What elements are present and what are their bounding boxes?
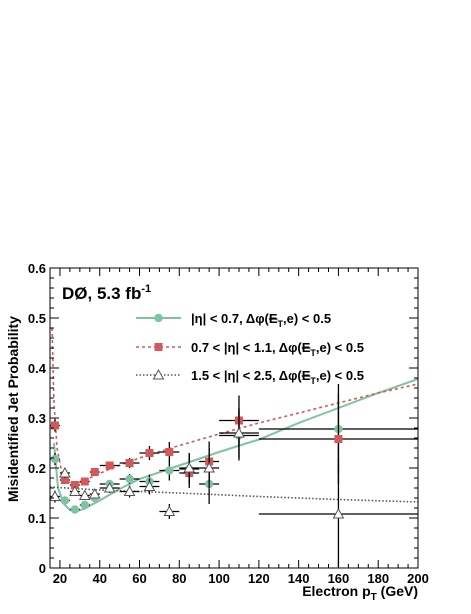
- marker-series-3: [203, 461, 215, 473]
- marker-series-1: [125, 474, 134, 484]
- marker-series-2: [80, 477, 89, 486]
- data-point-series-2: [159, 442, 180, 462]
- legend-entry-3: 1.5 < |η| < 2.5, Δφ(ET,e) < 0.5: [136, 368, 364, 386]
- marker-series-3: [233, 426, 245, 438]
- data-point-series-3: [69, 485, 81, 496]
- data-point-series-1: [69, 505, 80, 514]
- y-tick-label: 0.5: [28, 311, 46, 326]
- data-point-series-2: [50, 419, 60, 432]
- legend-marker: [154, 313, 163, 323]
- x-tick-label: 160: [328, 571, 350, 586]
- data-point-series-3: [219, 408, 259, 458]
- marker-series-2: [50, 421, 59, 430]
- data-point-series-2: [79, 477, 90, 486]
- legend-marker: [154, 343, 163, 351]
- x-tick-label: 120: [248, 571, 270, 586]
- x-axis-title: Electron pT (GeV): [302, 583, 418, 603]
- data-point-series-2: [119, 458, 140, 468]
- marker-series-2: [165, 448, 174, 456]
- marker-series-3: [183, 461, 196, 473]
- marker-series-3: [78, 489, 91, 500]
- y-axis-title: Misidentified Jet Probability: [5, 316, 21, 502]
- data-point-series-3: [78, 489, 91, 500]
- marker-series-2: [90, 468, 99, 476]
- legend-label: 1.5 < |η| < 2.5, Δφ(ET,e) < 0.5: [191, 368, 364, 386]
- marker-series-2: [145, 449, 154, 457]
- data-point-series-2: [89, 468, 100, 476]
- axes: 20 40 60 80 100 120 140 160 180 200 0 0.1 0.2 0.3 0.4 0…: [28, 261, 429, 586]
- marker-series-2: [334, 435, 343, 443]
- marker-series-1: [80, 500, 90, 510]
- marker-series-3: [143, 480, 156, 491]
- data-point-series-3: [119, 485, 140, 498]
- x-tick-label: 140: [288, 571, 310, 586]
- data-point-series-3: [59, 466, 71, 478]
- data-point-series-3: [99, 481, 120, 493]
- x-tick-label: 200: [407, 571, 429, 586]
- data-point-series-1: [159, 460, 180, 481]
- y-tick-label: 0.6: [28, 261, 46, 276]
- data-point-series-3: [88, 487, 101, 499]
- experiment-label: DØ, 5.3 fb-1: [62, 283, 151, 303]
- marker-series-2: [70, 481, 79, 489]
- y-tick-label: 0: [39, 561, 46, 576]
- legend-entry-1: |η| < 0.7, Δφ(ET,e) < 0.5: [136, 311, 331, 329]
- data-point-series-1: [59, 496, 70, 505]
- data-point-series-2: [99, 461, 120, 470]
- marker-series-1: [165, 466, 174, 475]
- data-point-series-3: [179, 453, 200, 483]
- marker-series-3: [332, 507, 345, 519]
- legend: |η| < 0.7, Δφ(ET,e) < 0.5 0.7 < |η| < 1.1…: [136, 311, 364, 386]
- data-point-series-1: [119, 474, 140, 484]
- data-point-series-1: [79, 500, 90, 510]
- x-tick-label: 80: [172, 571, 186, 586]
- marker-series-1: [50, 454, 60, 464]
- data-points: [50, 384, 418, 568]
- data-point-series-3: [139, 478, 160, 495]
- legend-marker: [152, 368, 165, 380]
- marker-series-3: [123, 485, 136, 496]
- y-tick-label: 0.4: [28, 361, 47, 376]
- marker-series-3: [88, 487, 101, 499]
- y-tick-label: 0.3: [28, 411, 46, 426]
- fit-curve-series-3: [50, 486, 418, 503]
- marker-series-2: [105, 461, 114, 470]
- data-point-series-1: [50, 453, 60, 465]
- data-point-series-3: [159, 504, 180, 519]
- marker-series-2: [125, 459, 134, 467]
- legend-label: |η| < 0.7, Δφ(ET,e) < 0.5: [191, 311, 331, 329]
- marker-series-3: [103, 481, 116, 493]
- data-point-series-3: [50, 490, 61, 503]
- x-tick-label: 40: [92, 571, 106, 586]
- data-point-series-3: [258, 459, 418, 568]
- data-point-series-2: [139, 446, 160, 460]
- x-tick-label: 60: [132, 571, 146, 586]
- marker-series-2: [60, 476, 69, 484]
- marker-series-3: [69, 485, 81, 496]
- marker-series-1: [70, 505, 80, 514]
- x-tick-label: 180: [367, 571, 389, 586]
- marker-series-1: [60, 496, 70, 505]
- marker-series-3: [163, 505, 176, 516]
- marker-series-3: [59, 466, 71, 478]
- data-point-series-3: [199, 448, 220, 488]
- x-tick-label: 100: [208, 571, 230, 586]
- legend-label: 0.7 < |η| < 1.1, Δφ(ET,e) < 0.5: [191, 340, 364, 358]
- y-tick-label: 0.1: [28, 511, 46, 526]
- y-tick-label: 0.2: [28, 461, 46, 476]
- legend-entry-2: 0.7 < |η| < 1.1, Δφ(ET,e) < 0.5: [136, 340, 364, 358]
- x-tick-label: 20: [53, 571, 67, 586]
